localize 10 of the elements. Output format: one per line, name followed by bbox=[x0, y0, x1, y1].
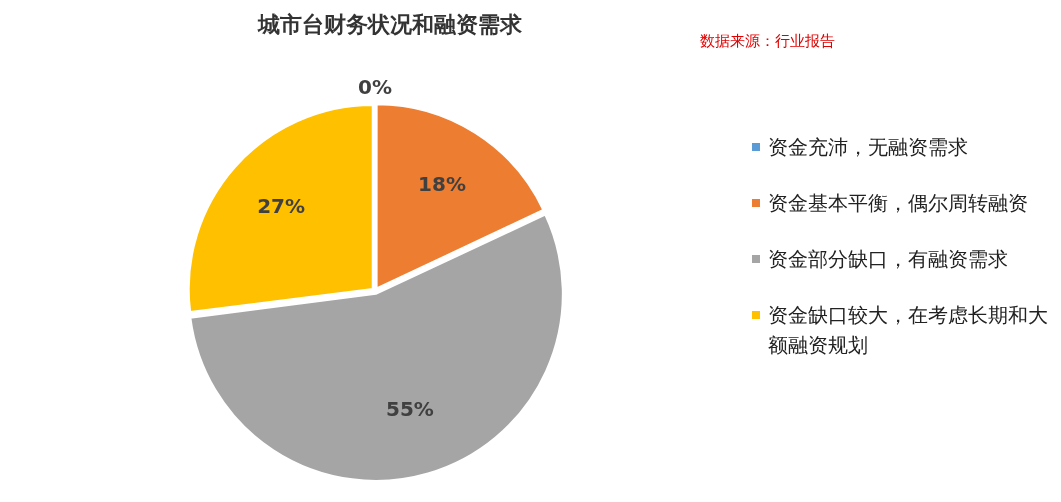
legend-label: 资金部分缺口，有融资需求 bbox=[768, 246, 1008, 273]
chart-title: 城市台财务状况和融资需求 bbox=[256, 11, 523, 39]
legend-label: 资金充沛，无融资需求 bbox=[768, 134, 968, 161]
data-label: 27% bbox=[257, 194, 306, 219]
legend-label: 资金基本平衡，偶尔周转融资 bbox=[768, 190, 1028, 217]
data-label: 18% bbox=[418, 171, 466, 196]
source-note: 数据来源：行业报告 bbox=[700, 32, 835, 51]
legend-label: 资金缺口较大，在考虑长期和大额融资规划 bbox=[768, 302, 1049, 359]
text: 0% bbox=[358, 75, 392, 100]
data-label: 55% bbox=[385, 397, 434, 422]
